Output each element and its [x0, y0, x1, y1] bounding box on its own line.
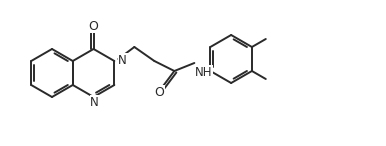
Text: NH: NH	[195, 66, 213, 79]
Text: O: O	[89, 20, 98, 33]
Text: N: N	[90, 95, 99, 108]
Text: N: N	[119, 53, 127, 66]
Text: O: O	[154, 86, 164, 99]
